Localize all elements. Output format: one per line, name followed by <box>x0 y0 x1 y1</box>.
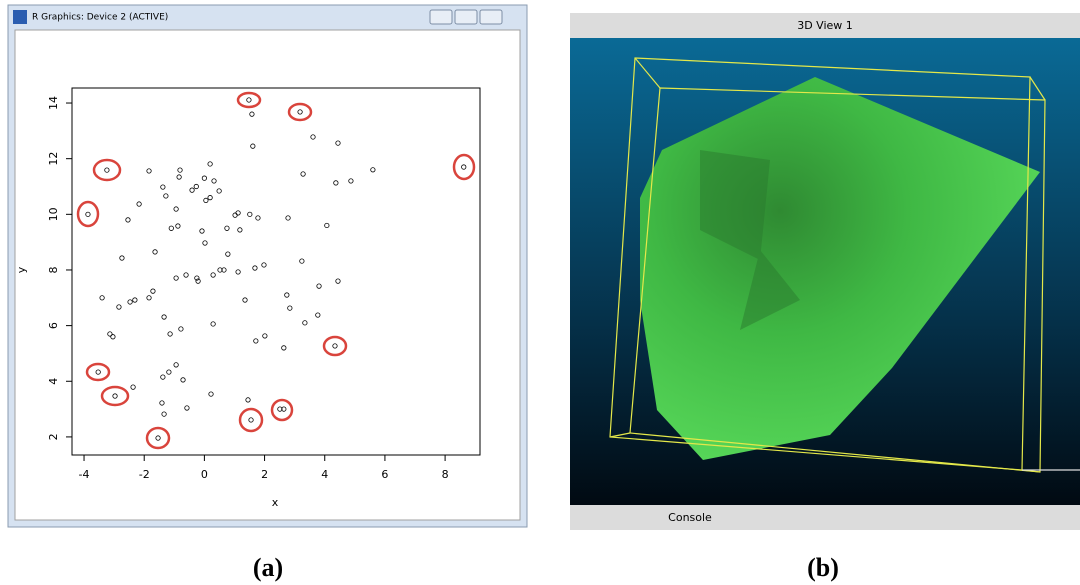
maximize-button[interactable] <box>455 10 477 24</box>
console-bar[interactable] <box>570 505 1080 530</box>
x-tick-label: -4 <box>79 468 90 481</box>
minimize-button[interactable] <box>430 10 452 24</box>
x-axis-label: x <box>272 496 279 509</box>
y-tick-label: 6 <box>47 322 60 329</box>
y-tick-label: 14 <box>47 96 60 110</box>
r-icon <box>13 10 27 24</box>
x-tick-label: -2 <box>139 468 150 481</box>
x-tick-label: 6 <box>381 468 388 481</box>
y-tick-label: 8 <box>47 266 60 273</box>
caption: (a) <box>253 553 283 582</box>
y-tick-label: 10 <box>47 207 60 221</box>
x-tick-label: 2 <box>261 468 268 481</box>
x-tick-label: 4 <box>321 468 328 481</box>
y-tick-label: 4 <box>47 378 60 385</box>
y-tick-label: 12 <box>47 152 60 166</box>
caption: (b) <box>807 553 839 582</box>
console-label[interactable]: Console <box>668 511 712 524</box>
y-axis-label: y <box>15 266 28 273</box>
x-tick-label: 8 <box>442 468 449 481</box>
x-tick-label: 0 <box>201 468 208 481</box>
y-tick-label: 2 <box>47 433 60 440</box>
plot-area <box>15 30 520 520</box>
page: R Graphics: Device 2 (ACTIVE) x y 3D Vie… <box>0 0 1080 585</box>
close-button[interactable] <box>480 10 502 24</box>
view-title: 3D View 1 <box>797 19 853 32</box>
window-title: R Graphics: Device 2 (ACTIVE) <box>32 13 168 23</box>
